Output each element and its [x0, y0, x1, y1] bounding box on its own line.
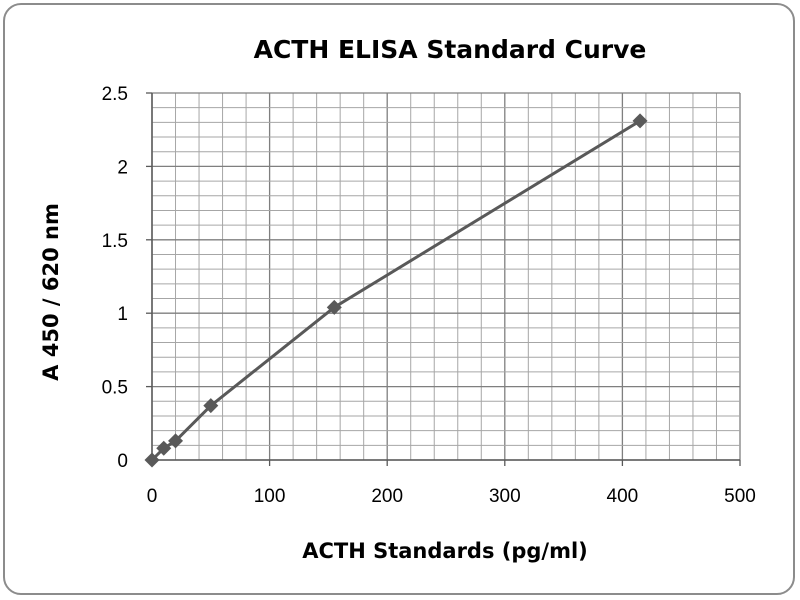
y-tick-labels: 0 0.5 1 1.5 2 2.5 [102, 84, 152, 472]
y-tick-label: 1.5 [102, 231, 128, 252]
data-point-marker [156, 440, 172, 456]
series-line [150, 119, 641, 462]
grid [151, 92, 741, 461]
x-tick-label: 100 [254, 486, 286, 507]
data-point-marker [168, 433, 184, 449]
y-tick-label: 2 [117, 157, 128, 178]
data-point-marker [326, 299, 342, 315]
axes [151, 93, 740, 461]
series [144, 113, 648, 468]
y-tick-label: 2.5 [102, 84, 128, 105]
y-tick-label: 1 [117, 304, 128, 325]
x-tick-labels: 0 100 200 300 400 500 [147, 460, 756, 507]
data-point-marker [632, 113, 648, 129]
data-point-marker [203, 398, 219, 414]
x-tick-label: 200 [371, 486, 403, 507]
x-axis-label: ACTH Standards (pg/ml) [302, 539, 588, 563]
data-point-marker [144, 452, 160, 468]
x-tick-label: 500 [724, 486, 756, 507]
y-axis-label: A 450 / 620 nm [39, 203, 63, 381]
x-tick-label: 0 [147, 486, 158, 507]
x-tick-label: 400 [607, 486, 639, 507]
x-tick-label: 300 [489, 486, 521, 507]
y-tick-label: 0.5 [102, 378, 128, 399]
chart-title: ACTH ELISA Standard Curve [254, 35, 647, 64]
y-tick-label: 0 [117, 451, 128, 472]
